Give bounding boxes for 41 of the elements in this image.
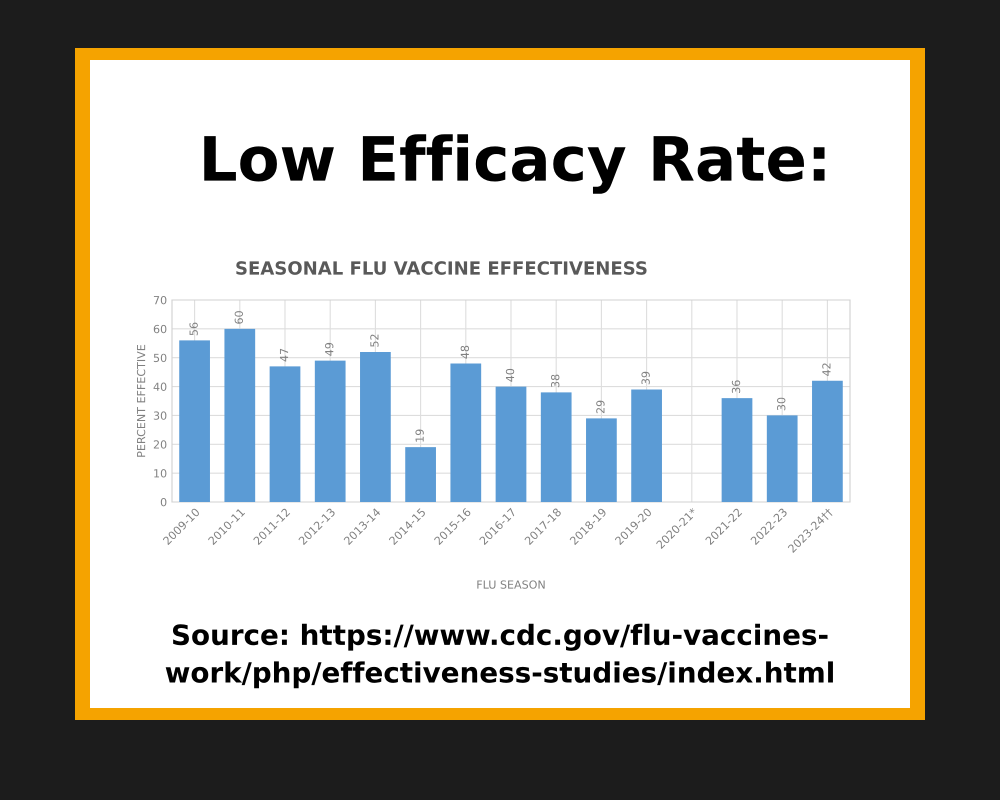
chart-subtitle: SEASONAL FLU VACCINE EFFECTIVENESS: [236, 261, 647, 275]
bar: [450, 363, 482, 502]
data-label: 52: [370, 334, 379, 347]
bar: [722, 398, 752, 502]
bar: [631, 389, 662, 502]
data-label: 47: [280, 348, 288, 362]
bar: [270, 366, 300, 502]
y-tick-label: 10: [154, 469, 166, 478]
y-tick-label: 20: [154, 440, 166, 449]
y-tick-label: 60: [154, 324, 166, 334]
y-tick-label: 0: [160, 498, 166, 506]
bar: [812, 380, 843, 502]
y-tick-label: 40: [154, 382, 166, 391]
y-tick-label: 70: [154, 296, 166, 304]
data-label: 42: [822, 363, 830, 376]
data-label: 30: [777, 398, 786, 410]
bar: [360, 352, 391, 502]
data-label: 56: [189, 322, 198, 336]
bar: [540, 392, 572, 502]
y-axis-title: PERCENT EFFECTIVE: [136, 344, 146, 457]
bar: [179, 340, 210, 502]
data-label: 60: [234, 311, 244, 324]
data-label: 29: [596, 400, 605, 414]
bar: [224, 328, 256, 502]
chart-title: Low Efficacy Rate:: [204, 134, 825, 194]
bar: [766, 415, 798, 502]
bar: [586, 418, 617, 502]
y-tick-label: 30: [154, 411, 166, 420]
data-label: 38: [551, 374, 560, 388]
bar: [314, 360, 346, 502]
data-label: 49: [325, 342, 334, 356]
data-label: 36: [732, 380, 740, 393]
data-label: 40: [506, 368, 514, 382]
data-label: 19: [415, 429, 424, 442]
source-note: Source: https://www.cdc.gov/flu-vaccines- work/php/effectiveness-studies/index.html: [166, 624, 833, 688]
y-tick-label: 50: [154, 354, 166, 362]
x-axis-title: FLU SEASON: [477, 580, 545, 589]
bar: [405, 447, 436, 502]
data-label: 48: [460, 346, 470, 359]
data-label: 39: [641, 372, 650, 384]
bar: [496, 386, 526, 502]
